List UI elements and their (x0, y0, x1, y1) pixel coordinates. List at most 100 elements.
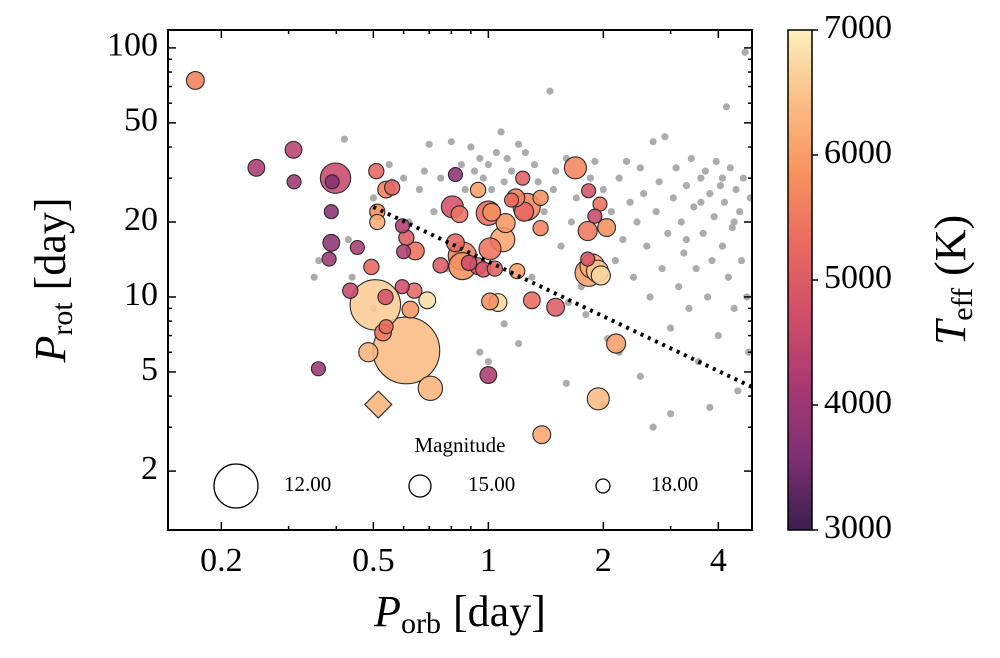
data-point (286, 174, 302, 190)
data-point (384, 179, 401, 196)
x-tick-label: 4 (710, 542, 727, 579)
background-point (500, 320, 508, 328)
data-point (515, 170, 531, 186)
size-legend-marker (595, 478, 611, 494)
background-point (514, 140, 523, 148)
plot-frame (167, 29, 753, 531)
background-point (611, 256, 619, 265)
data-point (590, 265, 611, 286)
background-point (552, 167, 560, 175)
background-point (718, 174, 727, 182)
background-point (710, 213, 718, 221)
background-point (457, 161, 465, 169)
background-point (507, 167, 516, 175)
data-point (447, 167, 463, 183)
background-point (652, 208, 660, 216)
background-point (685, 304, 693, 312)
data-point (532, 425, 552, 445)
data-point (322, 233, 341, 252)
data-point (481, 292, 499, 311)
background-point (629, 273, 638, 281)
background-point (430, 208, 438, 216)
data-point (581, 183, 597, 199)
background-point (746, 194, 752, 202)
data-point (503, 192, 520, 208)
data-point (432, 257, 449, 274)
data-point (478, 237, 502, 261)
background-point (572, 194, 580, 202)
background-point (697, 198, 705, 206)
background-point (425, 140, 433, 148)
y-label-main: P (26, 336, 75, 364)
x-axis-label: Porb [day] (373, 587, 546, 640)
background-point (739, 174, 747, 182)
y-axis-label: Prot [day] (26, 197, 79, 363)
background-point (476, 154, 484, 163)
background-point (734, 387, 742, 395)
background-point (718, 242, 727, 250)
background-point (667, 324, 675, 332)
y-tick-label: 100 (107, 27, 158, 64)
background-point (649, 138, 657, 146)
cb-label-unit: (K) (926, 215, 975, 276)
data-point (349, 239, 365, 256)
data-point (522, 291, 541, 310)
background-point (655, 178, 663, 186)
background-point (661, 133, 669, 141)
background-point (633, 218, 641, 226)
background-point (497, 128, 505, 136)
data-point (394, 279, 410, 295)
background-point (699, 229, 707, 237)
background-point (736, 208, 744, 216)
data-point (586, 387, 610, 411)
background-point (658, 264, 666, 273)
y-tick-label: 5 (141, 351, 158, 388)
background-point (447, 138, 455, 146)
data-point (580, 251, 596, 267)
data-point (563, 156, 587, 180)
colorbar-tick-label: 5000 (824, 259, 892, 296)
cb-label-main: T (926, 317, 975, 345)
data-point (363, 258, 380, 276)
background-point (599, 185, 607, 194)
data-point (247, 158, 266, 177)
data-point (418, 291, 437, 310)
background-point (415, 185, 424, 194)
background-point (680, 249, 688, 257)
background-point (476, 348, 484, 356)
background-point (488, 185, 496, 194)
background-point (675, 283, 683, 291)
background-point (567, 218, 576, 226)
background-point (730, 304, 738, 312)
background-point (672, 164, 680, 172)
background-point (712, 157, 720, 166)
background-point (646, 293, 654, 301)
data-point (450, 205, 469, 224)
background-point (470, 167, 479, 175)
background-point (530, 161, 539, 169)
data-point (358, 342, 379, 363)
background-point (586, 174, 595, 182)
data-point (284, 140, 303, 159)
trend-line (372, 205, 752, 389)
background-point (369, 194, 377, 202)
data-point (532, 219, 549, 237)
background-point (479, 174, 487, 182)
background-point (716, 182, 724, 190)
x-tick-label: 2 (595, 542, 612, 579)
background-point (636, 164, 644, 172)
background-point (682, 182, 691, 190)
size-legend-label: 15.00 (468, 472, 515, 496)
background-point (690, 203, 698, 211)
background-point (741, 48, 749, 56)
y-tick-label: 10 (124, 276, 158, 313)
background-point (420, 167, 428, 175)
background-point (626, 198, 634, 206)
background-point (728, 223, 736, 232)
background-point (400, 174, 408, 182)
data-point (479, 366, 498, 384)
background-point (521, 148, 529, 157)
background-point (724, 273, 732, 281)
